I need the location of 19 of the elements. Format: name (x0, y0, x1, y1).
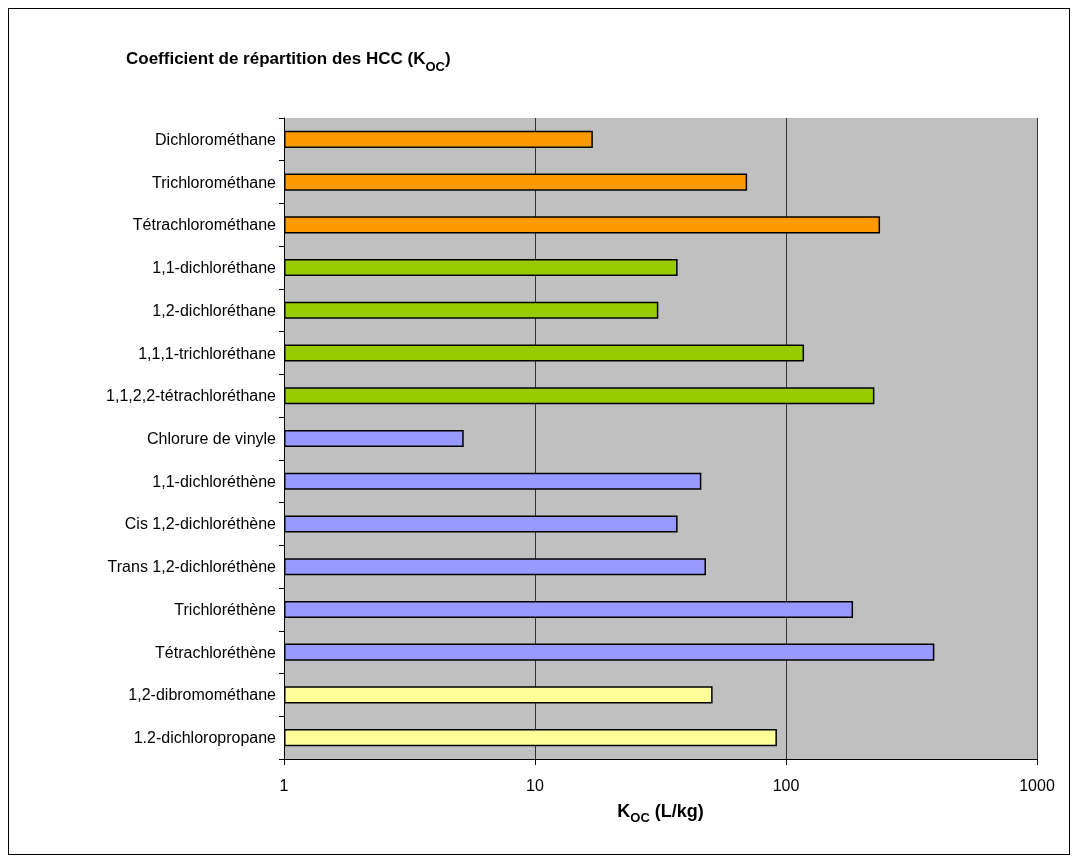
y-tick-label: 1,1-dichloréthène (152, 472, 277, 490)
y-tick-label: Trans 1,2-dichloréthène (107, 558, 277, 576)
x-tick-label: 1 (279, 776, 289, 794)
y-tick-label: 1,2-dibromométhane (128, 686, 277, 704)
x-tick-label: 1000 (1019, 776, 1055, 794)
y-tick-label: Trichlorométhane (152, 173, 277, 191)
y-tick-label: Dichlorométhane (155, 130, 277, 148)
y-tick-label: 1,1-dichloréthane (152, 259, 277, 277)
y-tick-label: Cis 1,2-dichloréthène (124, 515, 277, 533)
y-tick-label: Tétrachlorométhane (132, 216, 277, 234)
y-tick-label: 1.2-dichloropropane (133, 729, 277, 747)
y-tick-label: 1,1,1-trichloréthane (138, 344, 277, 362)
y-tick-label: 1,1,2,2-tétrachloréthane (106, 387, 277, 405)
x-tick-label: 10 (526, 776, 544, 794)
y-tick-label: 1,2-dichloréthane (152, 301, 277, 319)
y-tick-label: Tétrachloréthène (155, 643, 277, 661)
y-tick-label: Trichloréthène (174, 600, 277, 618)
x-tick-label: 100 (772, 776, 800, 794)
y-tick-label: Chlorure de vinyle (147, 430, 277, 447)
